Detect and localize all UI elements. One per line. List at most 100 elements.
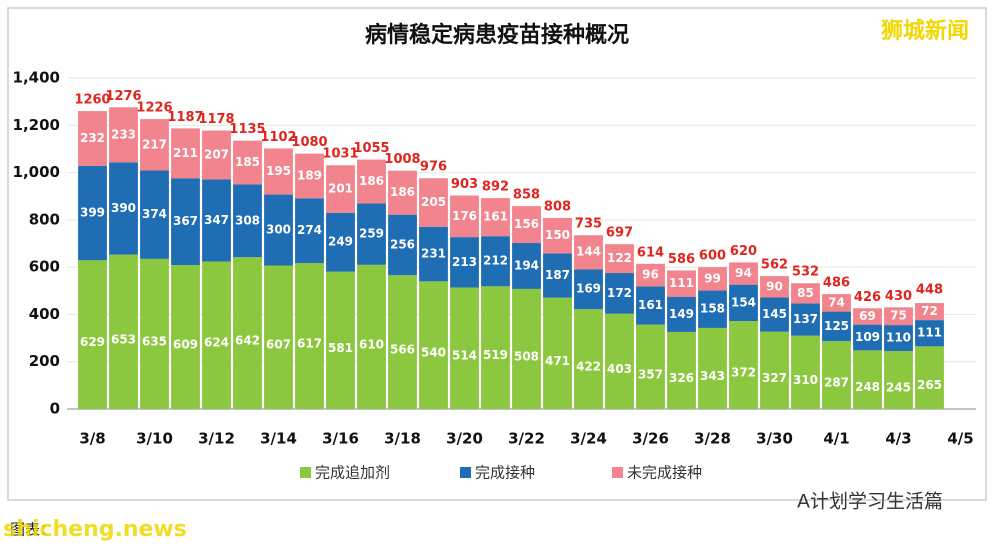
bar-segment [264, 148, 293, 195]
bar-segment [729, 262, 758, 285]
bar-segment [915, 303, 944, 321]
total-label: 1008 [384, 152, 420, 167]
segment-label: 624 [204, 336, 229, 350]
total-label: 562 [761, 258, 788, 273]
total-label: 976 [420, 160, 447, 175]
legend-label: 完成追加剂 [315, 464, 390, 482]
segment-label: 287 [824, 376, 849, 390]
segment-label: 137 [793, 312, 818, 326]
segment-label: 617 [297, 337, 322, 351]
y-tick-label: 200 [29, 352, 60, 370]
x-tick-label: 3/30 [756, 430, 793, 448]
bar-segment [78, 260, 107, 409]
bar-segment [419, 178, 448, 227]
legend-swatch [612, 467, 623, 478]
bar-segment [636, 286, 665, 325]
bar-segment [481, 236, 510, 287]
bar-segment [822, 341, 851, 409]
legend-swatch [300, 467, 311, 478]
segment-label: 85 [797, 286, 814, 300]
segment-label: 213 [452, 255, 477, 269]
x-tick-label: 3/8 [79, 430, 105, 448]
x-tick-label: 4/5 [947, 430, 973, 448]
legend-label: 完成接种 [475, 464, 535, 482]
bar-segment [388, 170, 417, 215]
segment-label: 514 [452, 349, 477, 363]
bar-segment [853, 324, 882, 351]
y-tick-label: 0 [50, 400, 60, 418]
segment-label: 195 [266, 164, 291, 178]
total-label: 614 [637, 245, 664, 260]
segment-label: 327 [762, 371, 787, 385]
segment-label: 248 [855, 380, 880, 394]
bar-segment [140, 258, 169, 409]
x-tick-label: 3/14 [260, 430, 297, 448]
bar-segment [326, 271, 355, 409]
bar-segment [233, 257, 262, 409]
total-label: 426 [854, 290, 881, 305]
segment-label: 99 [704, 271, 721, 285]
segment-label: 653 [111, 332, 136, 346]
x-tick-label: 3/28 [694, 430, 731, 448]
segment-label: 189 [297, 168, 322, 182]
segment-label: 72 [921, 304, 938, 318]
segment-label: 232 [80, 131, 105, 145]
bar-segment [109, 162, 138, 255]
bar-segment [295, 198, 324, 264]
source: 图表： [10, 521, 55, 539]
total-label: 486 [823, 276, 850, 291]
segment-label: 212 [483, 254, 508, 268]
total-label: 903 [451, 177, 478, 192]
bar-segment [233, 184, 262, 258]
segment-label: 372 [731, 366, 756, 380]
bar-segment [450, 287, 479, 409]
bar-segment [171, 178, 200, 266]
segment-label: 274 [297, 223, 322, 237]
segment-label: 158 [700, 302, 725, 316]
segment-label: 172 [607, 286, 632, 300]
total-label: 1260 [74, 93, 110, 108]
bar-segment [574, 235, 603, 270]
bar-segment [574, 269, 603, 310]
segment-label: 374 [142, 207, 167, 221]
segment-label: 540 [421, 346, 446, 360]
total-label: 1226 [136, 101, 172, 116]
footer-site: shicheng.news [3, 517, 187, 542]
total-label: 586 [668, 252, 695, 267]
segment-label: 259 [359, 227, 384, 241]
bar-segment [512, 243, 541, 289]
y-tick-label: 1,000 [13, 163, 60, 181]
segment-label: 125 [824, 319, 849, 333]
segment-label: 161 [483, 210, 508, 224]
segment-label: 144 [576, 245, 601, 259]
bar-segment [450, 195, 479, 238]
bar-segment [884, 351, 913, 409]
segment-label: 154 [731, 295, 756, 309]
segment-label: 149 [669, 307, 694, 321]
segment-label: 186 [390, 185, 415, 199]
x-tick-label: 4/1 [823, 430, 849, 448]
segment-label: 256 [390, 237, 415, 251]
watermark: 狮城新闻 [881, 18, 969, 44]
bar-segment [760, 276, 789, 298]
segment-label: 150 [545, 228, 570, 242]
segment-label: 326 [669, 371, 694, 385]
bar-segment [822, 294, 851, 312]
segment-label: 300 [266, 223, 291, 237]
total-label: 620 [730, 244, 757, 259]
total-label: 600 [699, 249, 726, 264]
y-tick-label: 600 [29, 258, 60, 276]
segment-label: 367 [173, 214, 198, 228]
bar-segment [78, 111, 107, 166]
total-label: 448 [916, 283, 943, 298]
segment-label: 508 [514, 349, 539, 363]
segment-label: 111 [669, 276, 694, 290]
total-label: 1055 [353, 141, 389, 156]
bar-segment [667, 331, 696, 409]
bar-segment [884, 325, 913, 352]
bar-segment [109, 107, 138, 163]
segment-label: 74 [828, 295, 845, 309]
bar-segment [667, 270, 696, 297]
bar-segment [326, 165, 355, 213]
bar-segment [512, 206, 541, 244]
